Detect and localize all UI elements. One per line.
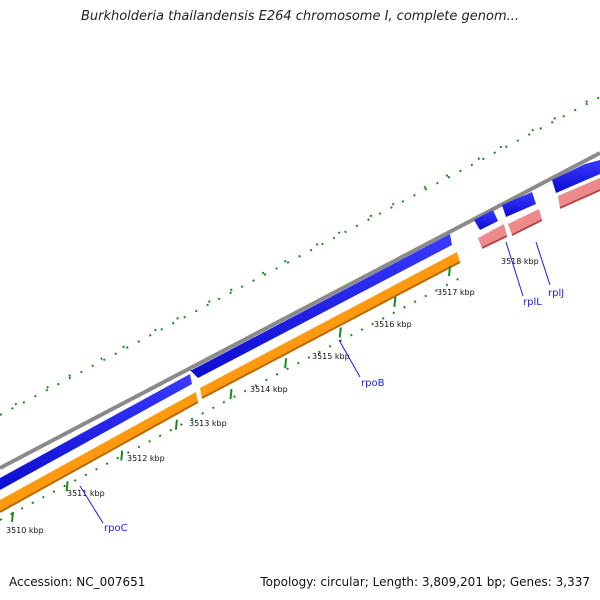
gene-label-rplJ[interactable]: rplJ — [548, 288, 564, 299]
scale-label: 3511 kbp — [67, 489, 105, 498]
genome-stats-text: Topology: circular; Length: 3,809,201 bp… — [260, 575, 590, 589]
cds-rplJ-shadow — [511, 219, 543, 236]
major-tick — [448, 265, 451, 277]
gc-skew-ticks — [0, 94, 600, 414]
scale-label: 3514 kbp — [250, 385, 288, 394]
major-ticks — [11, 265, 451, 523]
scale-label: 3517 kbp — [437, 288, 475, 297]
major-tick — [65, 481, 69, 492]
cds-rpoC-shadow — [0, 401, 199, 513]
cds-rplL-shadow — [481, 235, 508, 249]
major-tick — [284, 358, 288, 369]
gene-arrow-next[interactable] — [552, 160, 600, 193]
backbone-track — [0, 151, 600, 470]
scale-label: 3513 kbp — [189, 419, 227, 428]
scale-label: 3518 kbp — [501, 257, 539, 266]
callout-rplL — [505, 241, 524, 297]
accession-text: Accession: NC_007651 — [9, 575, 146, 589]
gene-label-rplL[interactable]: rplL — [523, 297, 542, 308]
callout-rpoB — [338, 339, 361, 378]
callout-rplJ — [535, 241, 551, 286]
major-tick — [229, 388, 233, 400]
gene-label-rpoB[interactable]: rpoB — [361, 378, 385, 389]
cds-rplL[interactable] — [478, 224, 507, 248]
cds-next-shadow — [559, 189, 600, 209]
gene-label-rpoC[interactable]: rpoC — [104, 523, 128, 534]
cds-rpoB[interactable] — [200, 252, 460, 398]
cds-next[interactable] — [558, 178, 600, 208]
callout-rpoC — [79, 485, 104, 524]
cds-rplJ[interactable] — [508, 209, 542, 235]
inner-tick-ring — [0, 277, 461, 521]
gene-arrow-rplJ[interactable] — [502, 192, 536, 217]
scale-labels: 3510 kbp 3511 kbp 3512 kbp 3513 kbp 3514… — [6, 257, 539, 535]
major-tick — [174, 419, 178, 430]
scale-label: 3515 kbp — [312, 352, 350, 361]
gene-arrow-rplL[interactable] — [474, 210, 498, 230]
cds-rpoC[interactable] — [0, 392, 198, 512]
gene-arrow-rpoB[interactable] — [190, 234, 452, 378]
scale-label: 3516 kbp — [374, 320, 412, 329]
outer-dotted-ring — [0, 96, 600, 416]
major-tick — [120, 450, 124, 461]
gene-arrow-rpoC[interactable] — [0, 374, 192, 490]
major-tick — [338, 327, 342, 338]
major-tick — [11, 511, 14, 523]
cds-rpoB-shadow — [201, 261, 461, 399]
major-tick — [393, 296, 397, 307]
map-title: Burkholderia thailandensis E264 chromoso… — [80, 9, 520, 24]
scale-label: 3512 kbp — [127, 454, 165, 463]
scale-label: 3510 kbp — [6, 526, 44, 535]
